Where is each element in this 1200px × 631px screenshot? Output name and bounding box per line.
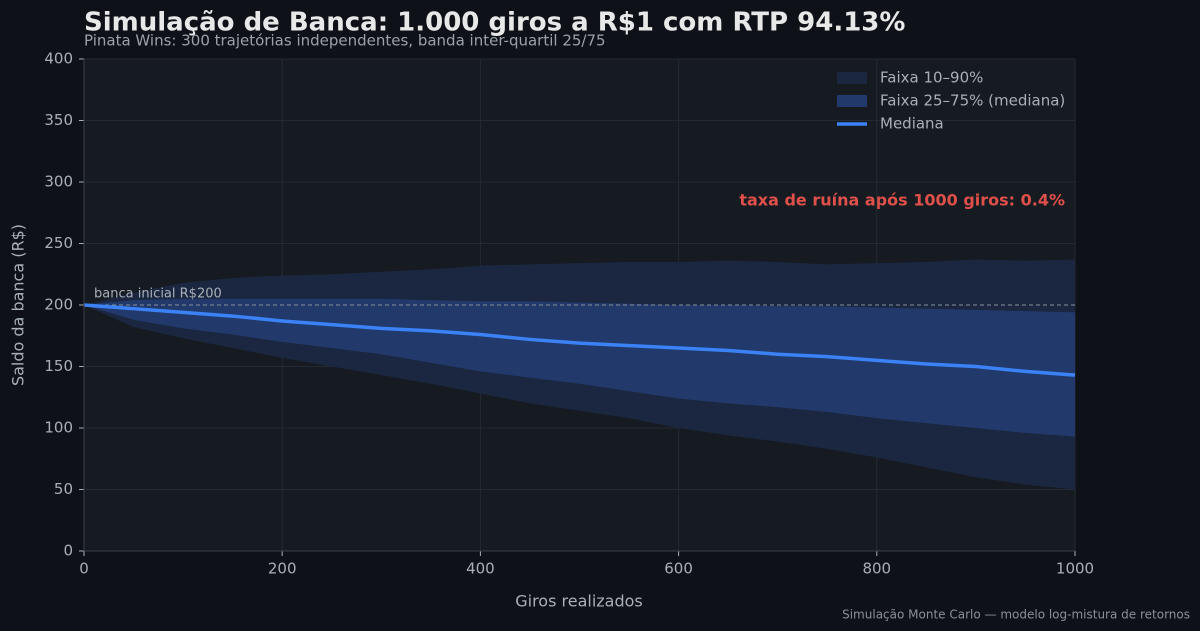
reference-label: banca inicial R$200 bbox=[94, 287, 222, 302]
y-tick-label: 250 bbox=[44, 234, 73, 252]
y-tick-label: 100 bbox=[44, 419, 73, 437]
x-tick-label: 200 bbox=[268, 560, 297, 578]
y-tick-label: 50 bbox=[54, 480, 73, 498]
legend-swatch bbox=[837, 95, 867, 107]
y-tick-label: 150 bbox=[44, 357, 73, 375]
x-tick-label: 1000 bbox=[1056, 560, 1094, 578]
chart-title: Simulação de Banca: 1.000 giros a R$1 co… bbox=[84, 8, 905, 38]
band bbox=[84, 298, 1075, 437]
legend-label: Faixa 10–90% bbox=[880, 69, 983, 87]
median-line bbox=[83, 303, 1076, 377]
chart-subtitle: Pinata Wins: 300 trajetórias independent… bbox=[84, 32, 606, 50]
y-axis-label: Saldo da banca (R$) bbox=[9, 224, 28, 386]
footnote: Simulação Monte Carlo — modelo log-mistu… bbox=[842, 608, 1190, 622]
x-axis-label: Giros realizados bbox=[515, 592, 643, 611]
x-tick-label: 400 bbox=[466, 560, 495, 578]
x-tick-label: 600 bbox=[664, 560, 693, 578]
y-tick-label: 300 bbox=[44, 173, 73, 191]
x-tick-label: 800 bbox=[862, 560, 891, 578]
legend-label: Faixa 25–75% (mediana) bbox=[880, 92, 1065, 110]
legend-swatch bbox=[837, 72, 867, 84]
y-tick-label: 350 bbox=[44, 111, 73, 129]
y-tick-label: 200 bbox=[44, 296, 73, 314]
y-tick-label: 400 bbox=[44, 50, 73, 68]
ruin-annotation: taxa de ruína após 1000 giros: 0.4% bbox=[739, 191, 1065, 210]
y-tick-label: 0 bbox=[63, 542, 73, 560]
legend-label: Mediana bbox=[880, 115, 944, 133]
x-tick-label: 0 bbox=[79, 560, 89, 578]
